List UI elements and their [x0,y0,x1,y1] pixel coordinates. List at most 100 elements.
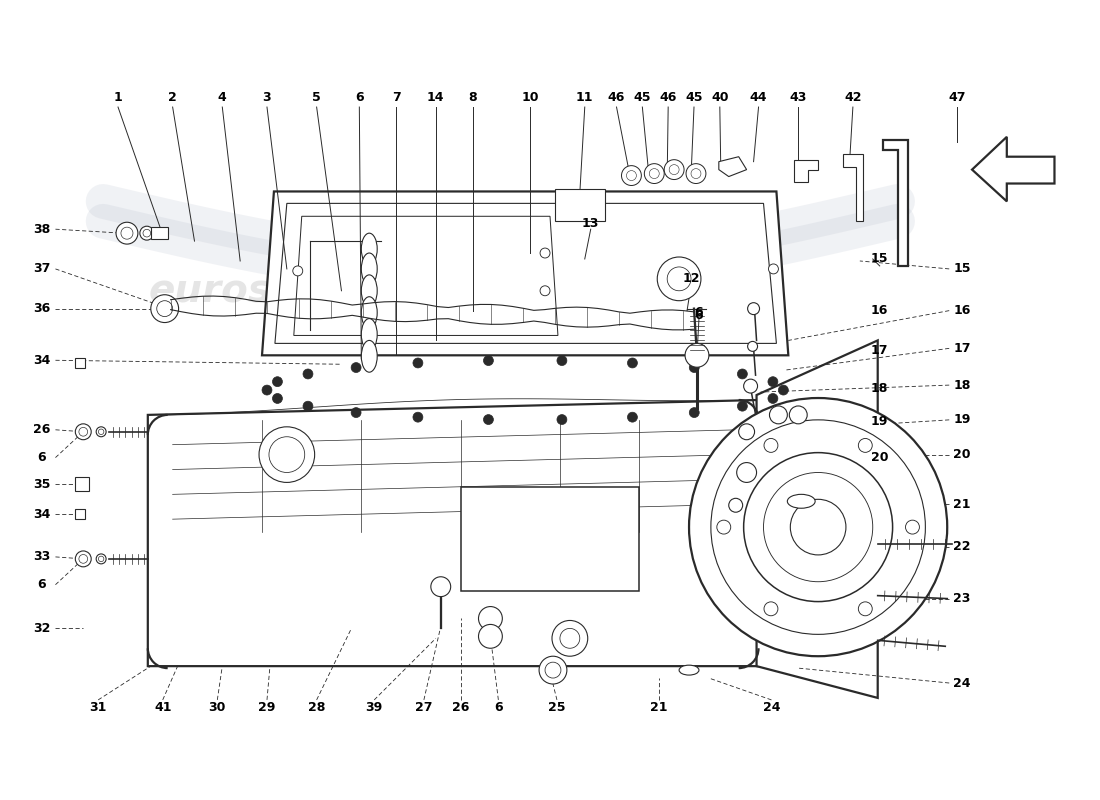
Text: 21: 21 [954,498,971,510]
Text: 5: 5 [312,90,321,104]
Text: 34: 34 [33,354,51,366]
Text: 15: 15 [954,262,971,275]
Text: 15: 15 [871,253,889,266]
Circle shape [645,164,664,183]
Circle shape [143,230,151,237]
Text: 16: 16 [954,304,971,317]
Ellipse shape [361,275,377,306]
Circle shape [737,369,747,379]
Circle shape [478,606,503,630]
Circle shape [763,473,872,582]
Circle shape [764,602,778,616]
Text: 26: 26 [33,423,51,436]
Text: 40: 40 [711,90,728,104]
Polygon shape [75,358,86,368]
Text: 19: 19 [954,414,971,426]
Text: 13: 13 [582,217,600,230]
Text: 45: 45 [685,90,703,104]
Text: 6: 6 [694,309,703,322]
Circle shape [540,286,550,296]
Text: 26: 26 [452,702,470,714]
Text: 45: 45 [634,90,651,104]
Text: 30: 30 [209,702,226,714]
Polygon shape [718,157,747,177]
Text: 22: 22 [954,541,971,554]
Text: 28: 28 [308,702,326,714]
Text: 8: 8 [469,90,477,104]
Circle shape [273,394,283,403]
Text: 32: 32 [33,622,51,635]
Text: 35: 35 [33,478,51,491]
Circle shape [790,406,807,424]
Text: 20: 20 [871,451,889,464]
Text: 24: 24 [762,702,780,714]
Circle shape [769,264,779,274]
Circle shape [79,427,88,436]
Circle shape [540,248,550,258]
Polygon shape [882,140,908,266]
Text: 6: 6 [355,90,364,104]
Circle shape [75,424,91,440]
Circle shape [658,257,701,301]
Circle shape [748,342,758,351]
Text: 44: 44 [750,90,768,104]
Circle shape [157,301,173,317]
Text: eurospares: eurospares [576,510,822,548]
Text: 37: 37 [33,262,51,275]
Ellipse shape [788,494,815,508]
Circle shape [691,169,701,178]
Text: 33: 33 [33,550,51,563]
Circle shape [557,414,566,425]
Circle shape [737,402,747,411]
Circle shape [484,356,494,366]
Text: 7: 7 [392,90,400,104]
Ellipse shape [361,318,377,350]
Ellipse shape [361,253,377,285]
Text: 16: 16 [871,304,889,317]
Circle shape [764,438,778,452]
Polygon shape [843,154,862,222]
Circle shape [739,424,755,440]
Text: 14: 14 [427,90,444,104]
Text: 2: 2 [168,90,177,104]
Text: 18: 18 [954,378,971,392]
Circle shape [478,625,503,648]
Circle shape [258,427,315,482]
Circle shape [116,222,138,244]
Circle shape [668,267,691,290]
Circle shape [412,358,422,368]
Text: 11: 11 [576,90,594,104]
Polygon shape [147,400,759,666]
Text: 27: 27 [415,702,432,714]
Circle shape [539,656,566,684]
Text: 6: 6 [694,306,703,319]
Text: 47: 47 [948,90,966,104]
Text: 21: 21 [650,702,668,714]
Circle shape [649,169,659,178]
Circle shape [552,621,587,656]
Circle shape [744,453,892,602]
Circle shape [627,170,637,181]
Circle shape [690,408,700,418]
Polygon shape [794,160,818,182]
Circle shape [627,358,637,368]
Polygon shape [75,478,89,491]
Circle shape [98,556,103,562]
Circle shape [717,520,730,534]
Circle shape [627,412,637,422]
Circle shape [748,302,759,314]
Circle shape [96,427,106,437]
Text: 38: 38 [33,222,51,236]
Text: 34: 34 [33,508,51,521]
Circle shape [557,356,566,366]
Ellipse shape [361,341,377,372]
Circle shape [96,554,106,564]
Circle shape [790,499,846,555]
Circle shape [711,420,925,634]
Circle shape [770,406,788,424]
Text: 3: 3 [263,90,272,104]
Polygon shape [75,510,86,519]
Circle shape [270,437,305,473]
Text: 6: 6 [37,578,46,591]
Ellipse shape [361,297,377,329]
